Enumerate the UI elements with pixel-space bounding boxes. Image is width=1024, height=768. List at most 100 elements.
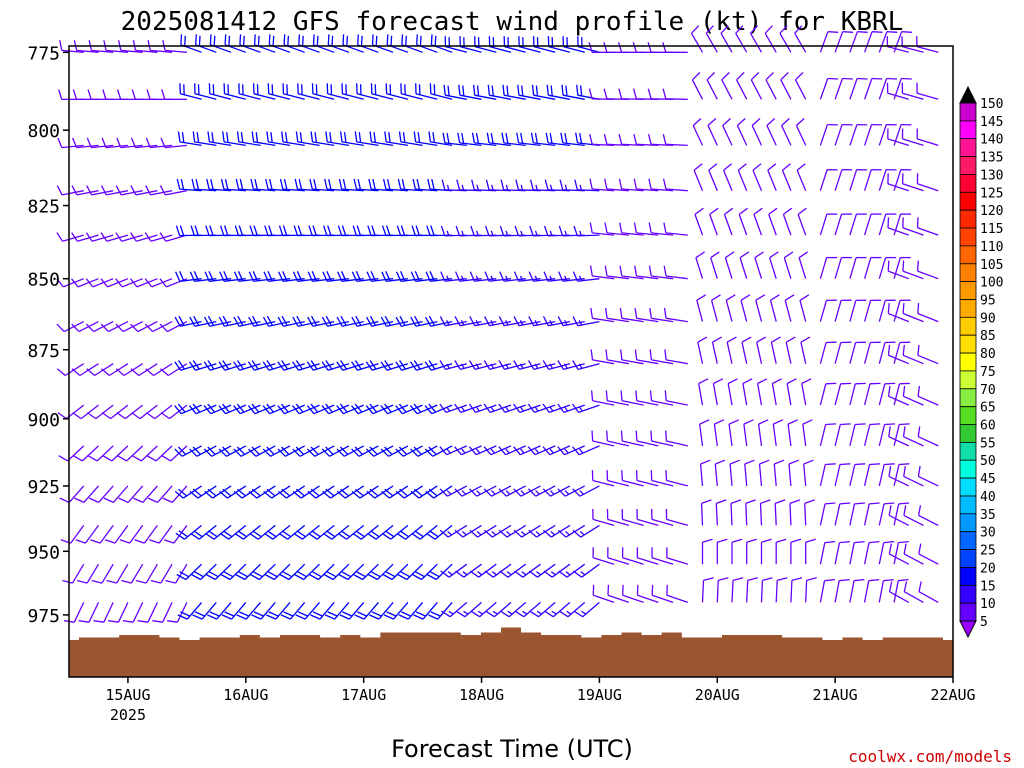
wind-barb: [188, 360, 217, 371]
wind-barb: [62, 563, 85, 584]
wind-barb: [887, 128, 909, 147]
wind-barb: [322, 485, 350, 499]
wind-barb: [572, 360, 600, 371]
wind-barb: [101, 363, 129, 377]
wind-barb: [634, 349, 659, 365]
wind-barb: [59, 485, 85, 503]
wind-barb: [266, 131, 291, 147]
wind-barb: [690, 25, 704, 53]
wind-barb: [442, 132, 467, 147]
wind-barb: [367, 563, 394, 581]
wind-barb: [410, 315, 438, 327]
wind-barb: [695, 251, 705, 279]
wind-barb: [757, 419, 769, 446]
wind-barb: [849, 31, 868, 53]
wind-barb: [514, 563, 541, 578]
wind-barb: [195, 34, 217, 53]
wind-barb: [278, 524, 306, 540]
wind-barb: [321, 315, 350, 327]
wind-barb: [223, 83, 246, 100]
wind-barb: [758, 459, 770, 486]
wind-barb: [916, 173, 939, 192]
wind-barb: [145, 363, 173, 377]
wind-barb: [236, 601, 261, 620]
wind-barb: [916, 36, 939, 53]
wind-barb: [131, 445, 158, 462]
wind-barb: [281, 131, 305, 147]
colorbar-swatch: [959, 406, 977, 426]
wind-barb: [592, 508, 615, 527]
wind-barb: [527, 360, 556, 371]
wind-barb: [917, 385, 939, 406]
colorbar-label: 150: [980, 97, 1003, 112]
wind-barb: [916, 217, 939, 236]
wind-barb: [722, 118, 733, 146]
y-tick-label: 975: [27, 606, 60, 627]
wind-barb: [780, 72, 792, 100]
wind-barb: [878, 213, 897, 236]
wind-barb: [573, 601, 600, 618]
wind-barb: [619, 265, 644, 280]
colorbar-label: 145: [980, 115, 1003, 130]
wind-barb: [208, 83, 232, 100]
wind-barb: [325, 131, 350, 147]
wind-barb: [633, 178, 659, 192]
wind-barb: [878, 578, 894, 603]
wind-barb: [589, 222, 615, 236]
wind-barb: [834, 169, 853, 191]
wind-barb: [483, 360, 512, 371]
wind-barb: [617, 42, 644, 53]
wind-barb: [651, 584, 674, 604]
colorbar-swatch: [959, 102, 977, 122]
colorbar-label: 65: [980, 401, 996, 416]
wind-barb: [248, 315, 276, 327]
wind-barb: [238, 83, 261, 100]
wind-barb: [130, 137, 158, 149]
wind-barb: [311, 83, 335, 100]
wind-barb: [277, 360, 305, 371]
wind-barb: [746, 538, 757, 565]
wind-barb: [280, 601, 306, 620]
wind-barb: [863, 341, 881, 364]
wind-barb: [730, 499, 742, 526]
wind-barb: [177, 131, 202, 147]
wind-barb: [557, 445, 585, 456]
wind-barb: [620, 390, 644, 406]
wind-barb: [711, 336, 722, 364]
colorbar-swatch: [959, 281, 977, 300]
wind-barb: [239, 34, 261, 53]
wind-barb: [770, 336, 781, 364]
wind-barb: [371, 34, 394, 53]
wind-barb: [87, 445, 114, 462]
x-axis-label: Forecast Time (UTC): [391, 735, 633, 763]
colorbar-label: 125: [980, 186, 1003, 201]
wind-barb: [916, 260, 939, 280]
wind-barb: [159, 321, 188, 333]
wind-barb: [573, 225, 600, 237]
wind-barb: [177, 601, 203, 620]
wind-barb: [292, 360, 320, 371]
wind-barb: [235, 563, 261, 581]
wind-barb: [458, 84, 482, 100]
wind-barb: [306, 403, 335, 415]
wind-barb: [130, 363, 158, 377]
wind-barb: [893, 169, 912, 191]
wind-barb: [662, 42, 688, 53]
wind-barb: [337, 524, 365, 540]
wind-barb: [790, 577, 803, 603]
wind-barb: [544, 601, 571, 618]
colorbar-swatch: [959, 531, 977, 551]
wind-barb: [295, 601, 320, 620]
wind-barb: [849, 502, 865, 526]
wind-barb: [528, 316, 556, 327]
wind-barb: [59, 40, 84, 53]
wind-barb: [339, 601, 365, 620]
wind-barb: [397, 178, 423, 192]
wind-barb: [250, 178, 276, 192]
wind-barb: [650, 470, 674, 487]
wind-barb: [636, 584, 659, 604]
wind-barb: [350, 403, 379, 415]
wind-barb: [785, 336, 796, 364]
wind-barb: [849, 77, 868, 100]
wind-barb: [247, 360, 276, 371]
